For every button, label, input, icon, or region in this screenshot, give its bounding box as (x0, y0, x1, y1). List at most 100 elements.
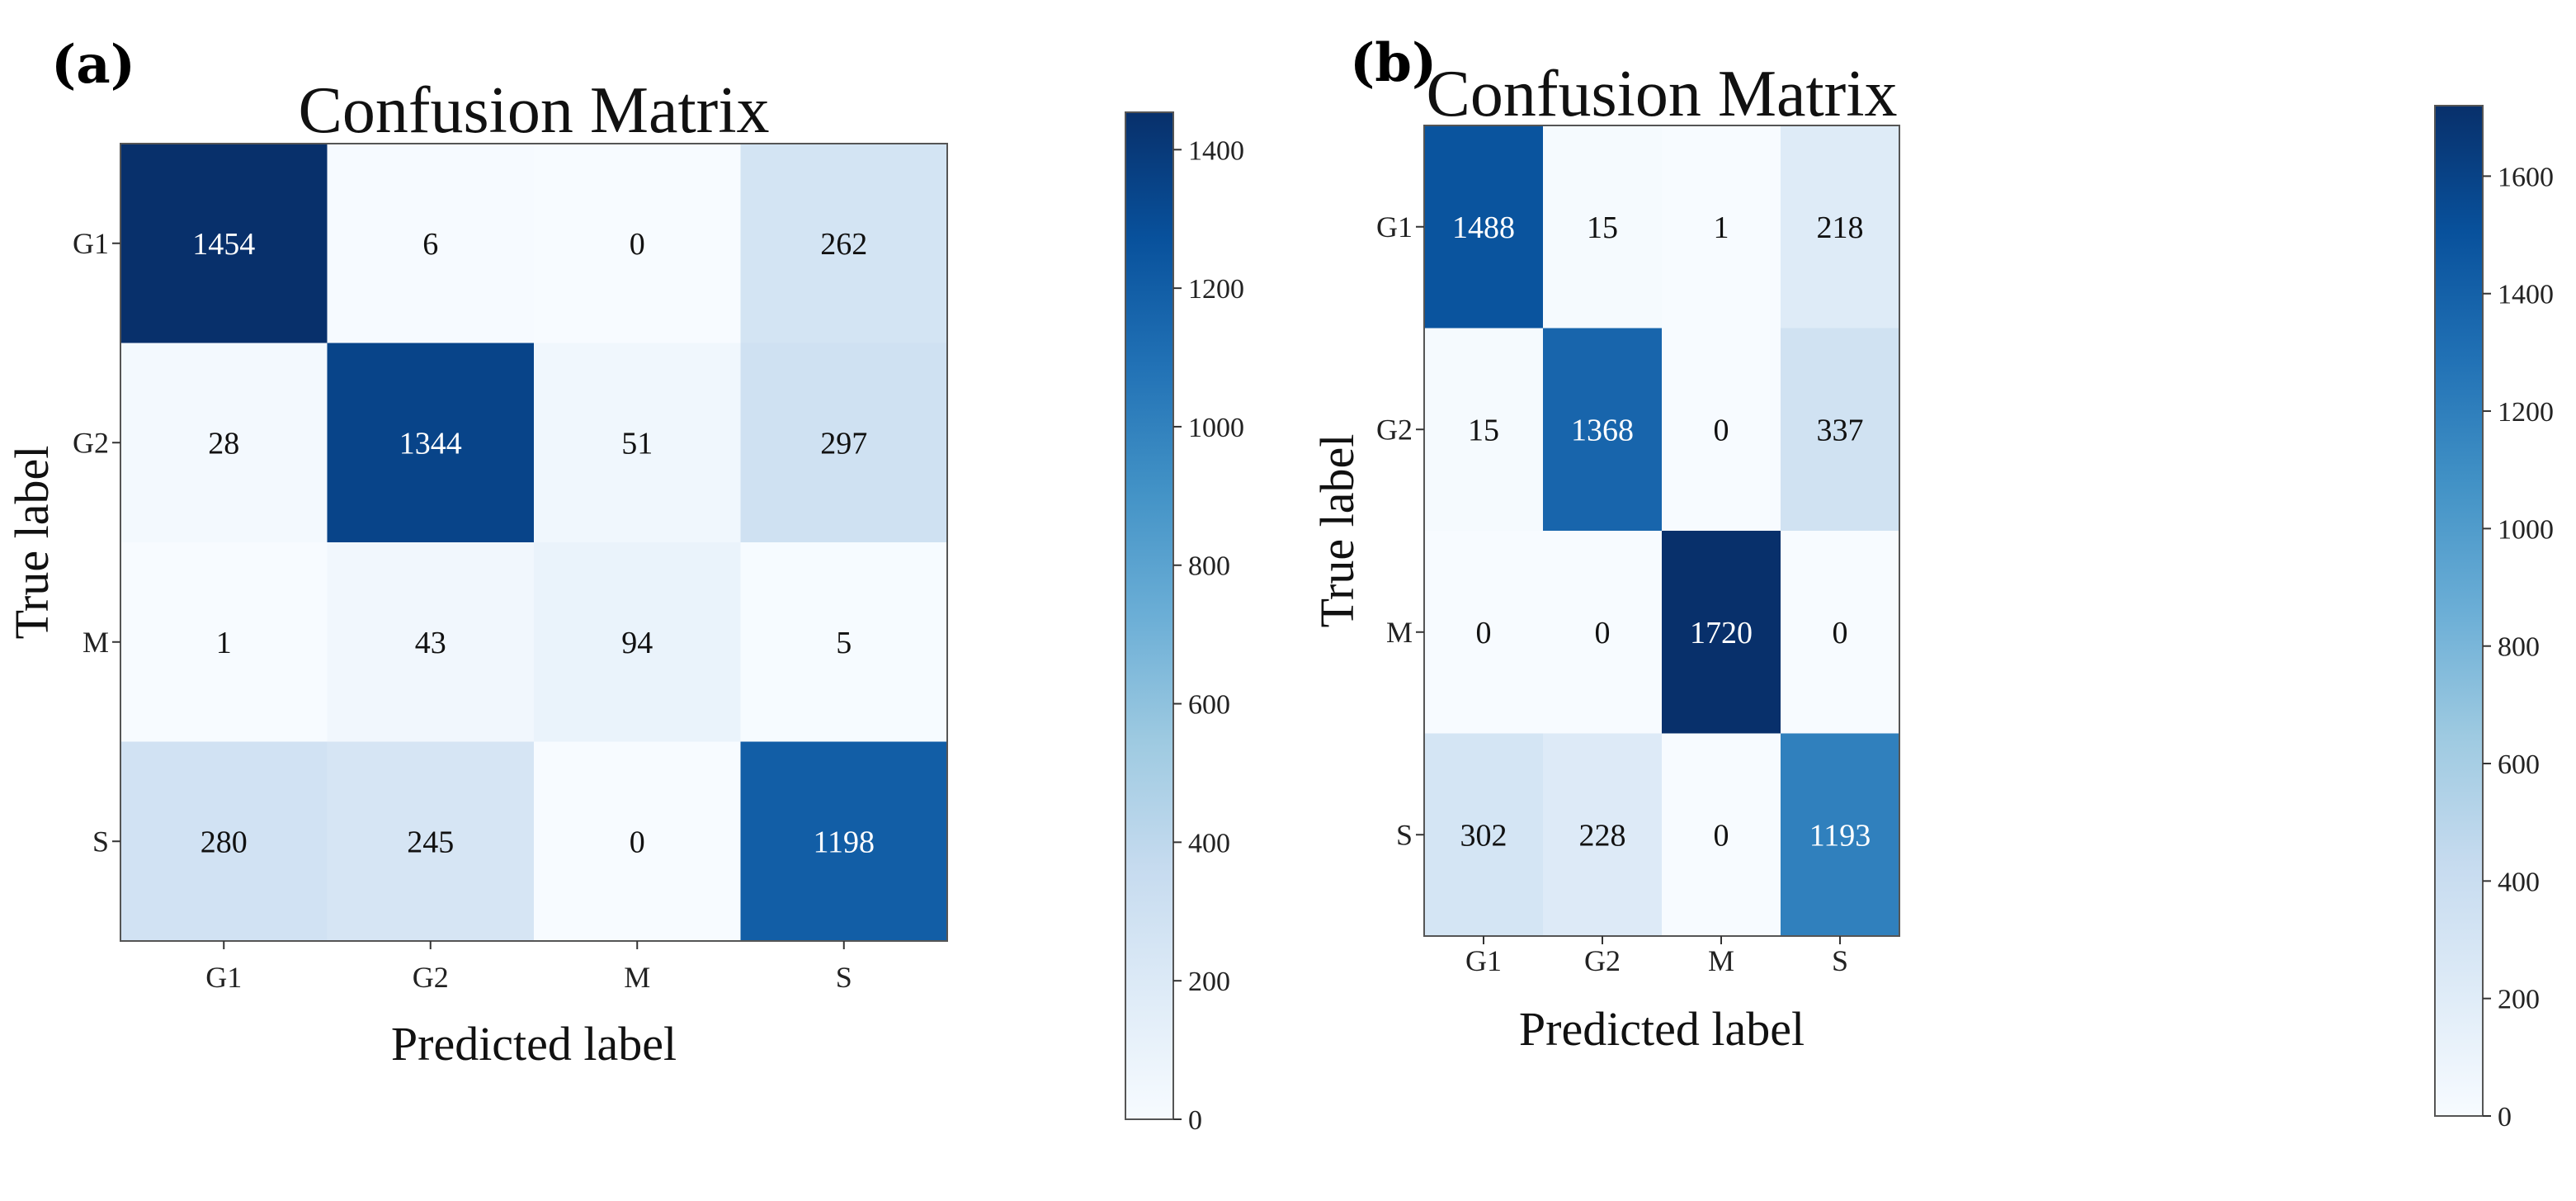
y-tick-label-G2: G2 (1376, 413, 1413, 446)
cell-value-G1-G1: 1454 (192, 227, 255, 262)
cell-value-M-G1: 0 (1476, 616, 1492, 650)
cell-G2-G1 (120, 343, 328, 543)
x-tick-label-S: S (1832, 944, 1848, 977)
colorbar-tick-label-400: 400 (2498, 867, 2540, 897)
cell-value-S-G2: 245 (407, 825, 454, 859)
x-tick-label-M: M (624, 961, 650, 994)
cell-value-S-M: 0 (630, 825, 645, 859)
cell-S-M (1662, 733, 1781, 937)
cell-G1-S (740, 144, 948, 343)
cell-M-G2 (1543, 531, 1663, 734)
cell-value-G1-G2: 15 (1587, 210, 1618, 245)
cell-value-G1-G2: 6 (422, 227, 438, 262)
y-tick-label-G2: G2 (73, 426, 109, 459)
cell-M-S (740, 542, 948, 742)
y-tick-label-G1: G1 (73, 227, 109, 260)
colorbar-tick-label-1600: 1600 (2498, 162, 2554, 192)
colorbar (2434, 105, 2484, 1117)
cell-value-M-M: 94 (621, 626, 653, 660)
cell-G2-M (534, 343, 741, 543)
cell-value-G2-G1: 15 (1468, 413, 1499, 447)
cell-G2-S (1781, 328, 1900, 532)
x-axis-label: Predicted label (1519, 1002, 1805, 1056)
cell-value-G1-G1: 1488 (1452, 210, 1515, 245)
cell-M-S (1781, 531, 1900, 734)
cell-value-G2-G2: 1368 (1571, 413, 1634, 447)
colorbar-tick-label-200: 200 (2498, 985, 2540, 1015)
chart-title: Confusion Matrix (298, 74, 769, 147)
plot-frame (120, 143, 948, 942)
cell-value-S-M: 0 (1714, 818, 1729, 853)
cell-G1-M (534, 144, 741, 343)
y-axis-label: True label (1310, 434, 1364, 628)
cell-S-G2 (1543, 733, 1663, 937)
panel-b: (b)Confusion Matrix 1488 15 1 218 15 1368 0 337 0… (1310, 32, 2554, 1132)
x-tick-label-G1: G1 (205, 961, 242, 994)
colorbar-tick-label-800: 800 (1188, 551, 1230, 582)
cell-value-S-G1: 302 (1460, 818, 1507, 853)
cell-value-M-S: 0 (1833, 616, 1848, 650)
colorbar-tick-label-600: 600 (2498, 749, 2540, 780)
cell-value-G2-M: 51 (621, 426, 653, 461)
cell-G1-G2 (1543, 125, 1663, 329)
cell-M-G1 (120, 542, 328, 742)
cell-G2-G2 (327, 343, 535, 543)
colorbar-tick-label-1000: 1000 (1188, 413, 1244, 443)
colorbar-tick-label-1400: 1400 (1188, 135, 1244, 166)
cell-value-M-M: 1720 (1690, 616, 1753, 650)
x-tick-label-G1: G1 (1465, 944, 1502, 977)
y-tick-label-G1: G1 (1376, 210, 1413, 244)
colorbar-tick-label-1400: 1400 (2498, 280, 2554, 310)
chart-title: Confusion Matrix (1426, 58, 1897, 130)
cell-value-M-G1: 1 (216, 626, 232, 660)
cell-value-G2-S: 297 (820, 426, 867, 461)
cell-G1-M (1662, 125, 1781, 329)
cell-G1-G1 (120, 144, 328, 343)
cell-G2-G2 (1543, 328, 1663, 532)
cell-M-G1 (1424, 531, 1544, 734)
cell-G2-G1 (1424, 328, 1544, 532)
cell-value-G2-M: 0 (1714, 413, 1729, 447)
y-tick-label-M: M (83, 626, 109, 659)
cell-value-M-S: 5 (836, 626, 852, 660)
colorbar-tick-label-0: 0 (2498, 1102, 2512, 1132)
y-tick-label-M: M (1386, 616, 1413, 649)
colorbar-tick-label-0: 0 (1188, 1105, 1202, 1136)
colorbar-tick-label-600: 600 (1188, 690, 1230, 721)
cell-M-M (1662, 531, 1781, 734)
y-axis-label: True label (5, 446, 59, 640)
colorbar-tick-label-1200: 1200 (1188, 274, 1244, 305)
cell-S-M (534, 741, 741, 942)
panel-label: (b) (1350, 32, 1437, 94)
panel-label: (a) (51, 34, 135, 96)
cell-G1-G2 (327, 144, 535, 343)
cell-G2-S (740, 343, 948, 543)
cell-value-S-G2: 228 (1579, 818, 1626, 853)
cell-value-G1-M: 0 (630, 227, 645, 262)
cell-value-M-G2: 43 (415, 626, 446, 660)
colorbar-tick-label-400: 400 (1188, 828, 1230, 858)
x-tick-label-G2: G2 (1584, 944, 1621, 977)
cell-value-M-G2: 0 (1595, 616, 1611, 650)
cell-S-G1 (1424, 733, 1544, 937)
cell-G1-G1 (1424, 125, 1544, 329)
colorbar-tick-label-1000: 1000 (2498, 514, 2554, 545)
cell-S-S (1781, 733, 1900, 937)
cell-S-S (740, 741, 948, 942)
y-tick-label-S: S (1396, 818, 1413, 851)
colorbar-tick-label-200: 200 (1188, 967, 1230, 997)
cell-S-G2 (327, 741, 535, 942)
colorbar (1125, 111, 1174, 1120)
x-tick-label-G2: G2 (413, 961, 449, 994)
x-tick-label-S: S (836, 961, 852, 994)
cell-value-S-G1: 280 (201, 825, 248, 859)
x-axis-label: Predicted label (391, 1017, 677, 1071)
cell-value-G2-S: 337 (1817, 413, 1864, 447)
y-tick-label-S: S (92, 825, 109, 858)
cell-value-G2-G2: 1344 (399, 426, 462, 461)
cell-M-M (534, 542, 741, 742)
cell-value-G1-M: 1 (1714, 210, 1729, 245)
cell-S-G1 (120, 741, 328, 942)
cell-value-G2-G1: 28 (208, 426, 239, 461)
